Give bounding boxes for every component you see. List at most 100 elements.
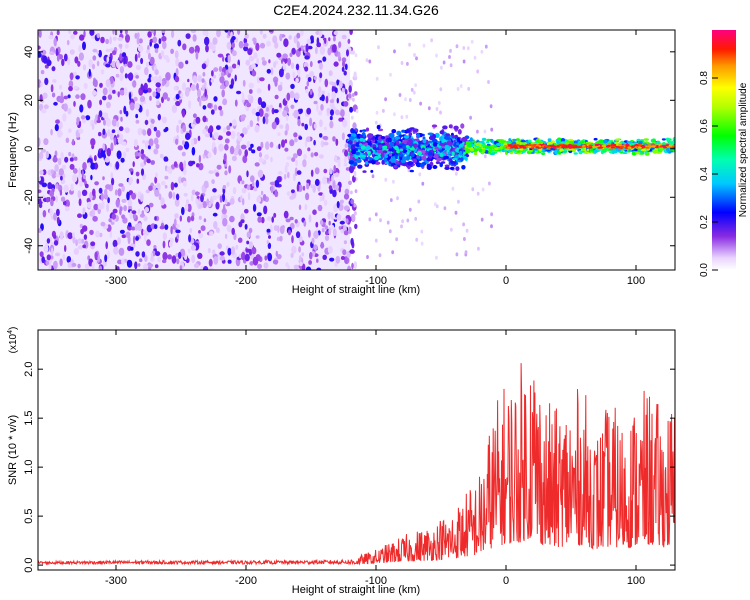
heatmap-cell (221, 89, 225, 98)
heatmap-cell (227, 259, 232, 264)
heatmap-cell (367, 137, 372, 141)
heatmap-cell (150, 76, 154, 81)
heatmap-cell (138, 38, 143, 44)
heatmap-cell (307, 147, 311, 152)
heatmap-cell (73, 30, 78, 35)
heatmap-cell (231, 119, 237, 127)
heatmap-cell (398, 134, 403, 138)
heatmap-cell (251, 246, 257, 255)
heatmap-cell (302, 159, 307, 168)
heatmap-cell (182, 43, 187, 51)
heatmap-cell (319, 133, 323, 138)
heatmap-cell (327, 92, 330, 98)
heatmap-cell (198, 162, 204, 171)
heatmap-cell (43, 104, 49, 110)
heatmap-cell (355, 142, 361, 147)
heatmap-cell (428, 140, 432, 144)
heatmap-cell (99, 99, 103, 106)
heatmap-cell (555, 145, 560, 148)
heatmap-cell (209, 231, 214, 237)
heatmap-cell (478, 148, 483, 153)
heatmap-cell (614, 138, 620, 141)
heatmap-cell (234, 74, 237, 82)
heatmap-cell (152, 91, 157, 98)
heatmap-cell (476, 129, 479, 134)
heatmap-cell (312, 251, 316, 257)
heatmap-cell (157, 256, 162, 263)
heatmap-cell (251, 181, 255, 187)
heatmap-cell (202, 72, 206, 77)
heatmap-cell (344, 89, 348, 95)
heatmap-cell (170, 48, 175, 54)
heatmap-cell (67, 94, 71, 99)
heatmap-cell (255, 235, 260, 239)
heatmap-cell (313, 76, 317, 80)
heatmap-cell (291, 47, 296, 55)
heatmap-cell (473, 151, 478, 156)
heatmap-cell (212, 188, 217, 193)
snr-axes: -300 -200 -100 0 100 0.0 0.5 1.0 1.5 2.0 (23, 330, 675, 587)
heatmap-cell (162, 92, 168, 100)
heatmap-cell (354, 154, 359, 159)
heatmap-cell (356, 159, 362, 163)
heatmap-cell (132, 80, 137, 88)
heatmap-cell (121, 214, 126, 220)
heatmap-cell (282, 61, 286, 70)
heatmap-cell (156, 86, 161, 93)
heatmap-cell (40, 49, 47, 56)
heatmap-cell (252, 37, 257, 42)
heatmap-cell (295, 159, 298, 167)
heatmap-cell (354, 189, 358, 194)
heatmap-cell (432, 165, 438, 169)
heatmap-cell (357, 164, 363, 169)
heatmap-cell (388, 152, 393, 157)
heatmap-cell (140, 168, 145, 176)
heatmap-cell (374, 238, 378, 243)
y-tick-label: 2.0 (23, 362, 35, 377)
heatmap-cell (76, 116, 80, 123)
heatmap-cell (305, 266, 312, 270)
heatmap-cell (304, 123, 309, 131)
heatmap-cell (92, 79, 98, 87)
heatmap-cell (622, 152, 628, 154)
heatmap-cell (155, 82, 161, 88)
heatmap-cell (140, 95, 146, 102)
heatmap-cell (100, 148, 106, 158)
heatmap-cell (453, 125, 459, 130)
heatmap-cell (112, 239, 118, 248)
heatmap-cell (531, 148, 538, 151)
heatmap-cell (172, 191, 176, 200)
heatmap-cell (377, 128, 384, 132)
heatmap-cell (413, 53, 416, 57)
heatmap-cell (406, 61, 409, 66)
heatmap-cell (90, 138, 96, 147)
heatmap-cell (191, 254, 196, 264)
heatmap-cell (170, 226, 173, 235)
heatmap-cell (99, 82, 103, 88)
heatmap-cell (63, 53, 68, 62)
heatmap-cell (178, 251, 182, 259)
heatmap-cell (162, 240, 166, 249)
heatmap-cell (168, 191, 173, 199)
heatmap-cell (467, 86, 471, 91)
heatmap-cell (409, 147, 415, 151)
heatmap-cell (334, 87, 338, 94)
heatmap-cell (155, 130, 161, 138)
heatmap-cell (377, 45, 380, 50)
heatmap-cell (161, 30, 166, 33)
heatmap-cell (137, 127, 143, 136)
heatmap-cell (147, 263, 154, 268)
heatmap-cell (290, 104, 295, 110)
heatmap-cell (154, 189, 160, 197)
heatmap-cell (375, 110, 379, 115)
heatmap-cell (503, 150, 508, 152)
heatmap-cell (304, 55, 310, 60)
heatmap-cell (125, 34, 130, 43)
heatmap-cell (348, 226, 352, 234)
heatmap-cell (384, 177, 388, 182)
heatmap-cell (378, 253, 382, 258)
heatmap-cell (231, 63, 237, 69)
heatmap-cell (349, 30, 353, 35)
snr-line (38, 363, 675, 566)
heatmap-cell (188, 234, 192, 243)
